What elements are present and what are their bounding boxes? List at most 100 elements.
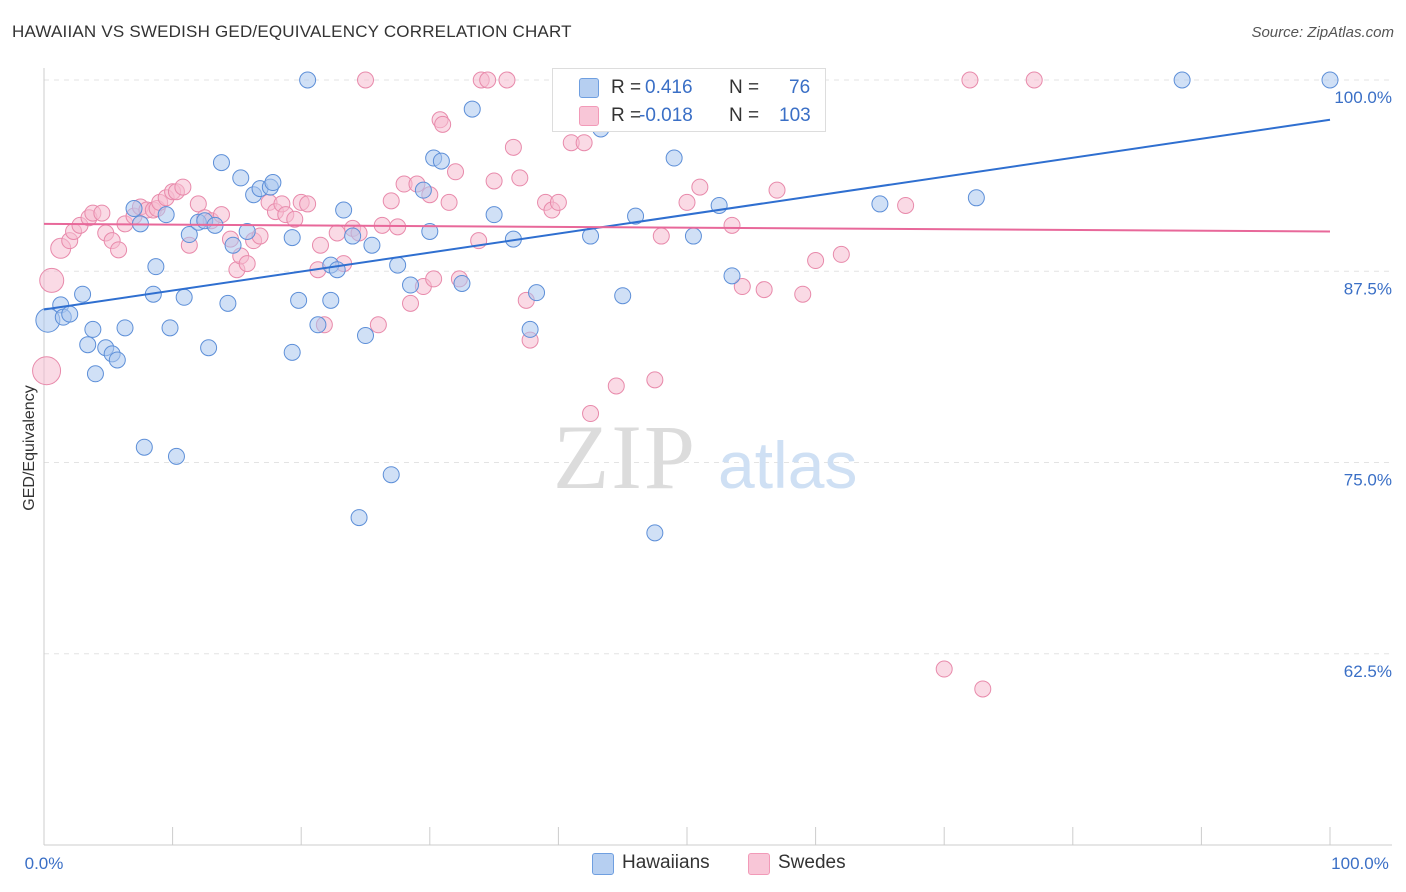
hawaiians-point	[528, 284, 546, 302]
hawaiians-swatch	[579, 78, 599, 98]
hawaiians-point	[463, 100, 481, 118]
hawaiians-point	[432, 152, 450, 170]
swedes-point	[723, 216, 741, 234]
hawaiians-point	[309, 316, 327, 334]
swedes-legend-swatch	[748, 853, 770, 875]
hawaiians-point	[212, 154, 230, 172]
legend-r-label: R =	[611, 105, 642, 126]
hawaiians-point	[723, 267, 741, 285]
hawaiians-point	[84, 320, 102, 338]
swedes-point	[382, 192, 400, 210]
swedes-point	[440, 193, 458, 211]
hawaiians-point	[350, 509, 368, 527]
swedes-point	[807, 252, 825, 270]
source-credit: Source: ZipAtlas.com	[1251, 24, 1394, 41]
hawaiians-point	[453, 274, 471, 292]
swedes-point	[1025, 71, 1043, 89]
hawaiians-point	[283, 343, 301, 361]
swedes-point	[832, 245, 850, 263]
hawaiians-point	[283, 229, 301, 247]
hawaiians-point	[871, 195, 889, 213]
swedes-point	[357, 71, 374, 89]
hawaiians-points	[35, 71, 1339, 542]
hawaiians-trendline	[43, 118, 1331, 311]
swedes-point	[402, 294, 420, 312]
swedes-point	[646, 371, 664, 389]
swedes-point	[485, 172, 503, 190]
hawaiians-point	[79, 336, 97, 354]
correlation-legend: R = 0.416 N = 76 R = -0.018 N = 103	[552, 68, 826, 132]
hawaiians-point	[335, 201, 353, 219]
hawaiians-point	[299, 71, 317, 89]
hawaiians-point	[402, 276, 420, 294]
swedes-point	[328, 224, 346, 242]
hawaiians-point	[180, 226, 198, 244]
hawaiians-point	[74, 285, 92, 303]
hawaiians-point	[322, 291, 340, 309]
swedes-trendline	[43, 222, 1331, 233]
hawaiians-point	[161, 319, 179, 337]
swedes-point	[935, 660, 953, 678]
hawaiians-point	[200, 339, 218, 357]
hawaiians-point	[414, 181, 432, 199]
swedes-point	[691, 178, 709, 196]
swedes-point	[311, 236, 329, 254]
hawaiians-point	[344, 227, 362, 245]
swedes-point	[299, 195, 317, 213]
swedes-points	[32, 71, 1043, 698]
hawaiians-point	[363, 236, 381, 254]
swedes-point	[897, 196, 915, 214]
legend-r-value: 0.416	[645, 77, 693, 98]
hawaiians-point	[219, 294, 237, 312]
legend-row-swedes: R = -0.018 N = 103	[553, 102, 825, 130]
hawaiians-point	[328, 261, 346, 279]
chart-title: HAWAIIAN VS SWEDISH GED/EQUIVALENCY CORR…	[12, 22, 572, 41]
swedes-point	[110, 241, 128, 259]
swedes-point	[511, 169, 529, 187]
swedes-point	[238, 255, 256, 273]
swedes-point	[504, 138, 522, 156]
swedes-point	[652, 227, 670, 245]
hawaiians-point	[116, 319, 134, 337]
x-tick-label: 100.0%	[1331, 854, 1389, 873]
hawaiians-point	[224, 236, 242, 254]
tick-labels: 62.5% 75.0% 87.5% 100.0% 0.0% 100.0%	[25, 88, 1392, 873]
hawaiians-point	[382, 466, 400, 484]
hawaiians-point	[157, 206, 175, 224]
hawaiians-legend-label: Hawaiians	[622, 852, 710, 873]
swedes-point	[974, 680, 992, 698]
hawaiians-legend-swatch	[592, 853, 614, 875]
hawaiians-point	[232, 169, 250, 187]
y-tick-label: 62.5%	[1344, 662, 1392, 681]
hawaiians-point	[421, 222, 439, 240]
legend-r-value: -0.018	[639, 105, 693, 126]
swedes-point	[733, 278, 751, 296]
hawaiians-point	[485, 206, 503, 224]
swedes-point	[607, 377, 625, 395]
swedes-swatch	[579, 106, 599, 126]
legend-r-label: R =	[611, 77, 642, 98]
swedes-point	[678, 193, 696, 211]
hawaiians-point	[1173, 71, 1191, 89]
hawaiians-point	[86, 365, 104, 383]
swedes-point	[93, 204, 111, 222]
hawaiians-point	[61, 305, 79, 323]
hawaiians-point	[627, 207, 645, 225]
swedes-point	[189, 195, 207, 213]
legend-row-hawaiians: R = 0.416 N = 76	[553, 74, 825, 102]
swedes-point	[961, 71, 979, 89]
hawaiians-point	[389, 256, 407, 274]
swedes-point	[369, 316, 387, 334]
swedes-point	[549, 193, 567, 211]
hawaiians-point	[614, 287, 632, 305]
swedes-legend-label: Swedes	[778, 852, 846, 873]
legend-n-label: N =	[729, 77, 760, 98]
swedes-point	[32, 356, 62, 386]
hawaiians-point	[135, 438, 153, 456]
hawaiians-point	[108, 351, 126, 369]
swedes-point	[768, 181, 786, 199]
swedes-point	[39, 267, 65, 293]
swedes-point	[575, 134, 593, 152]
y-tick-label: 87.5%	[1344, 279, 1392, 298]
